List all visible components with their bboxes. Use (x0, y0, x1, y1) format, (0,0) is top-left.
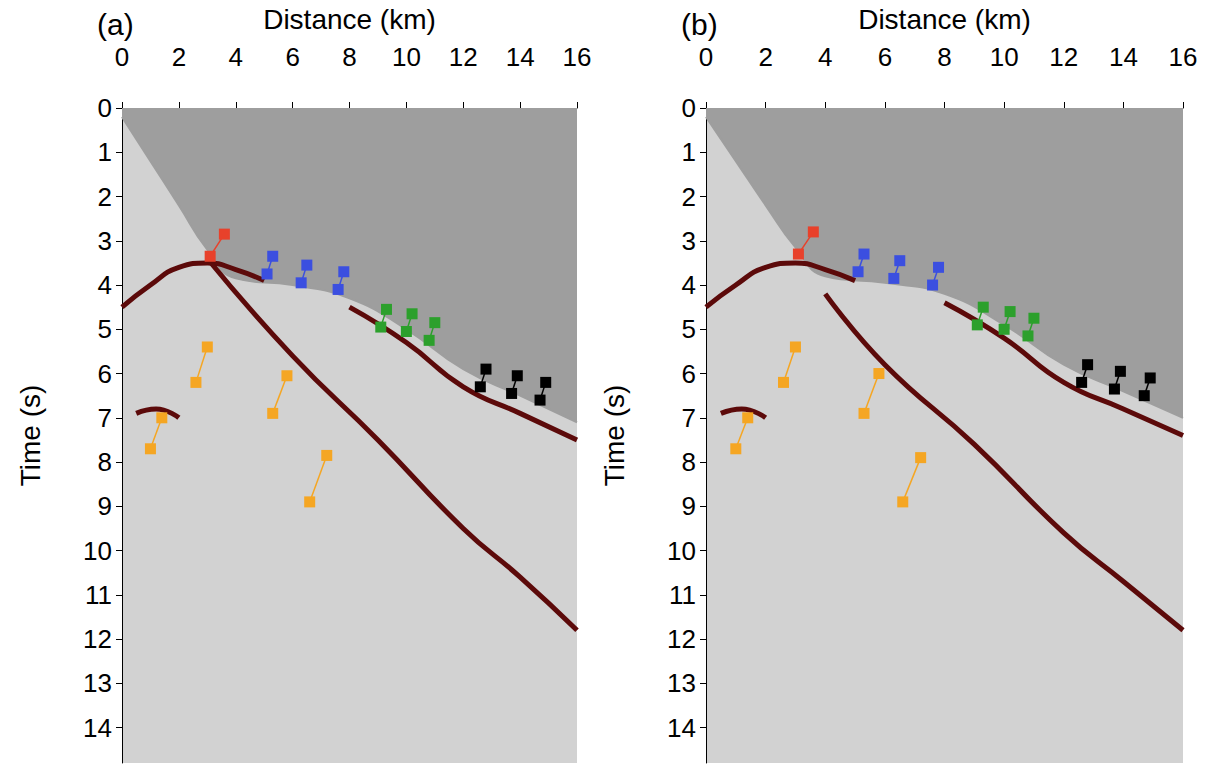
svg-text:2: 2 (682, 182, 696, 212)
svg-text:3: 3 (98, 226, 112, 256)
svg-text:8: 8 (98, 447, 112, 477)
svg-text:8: 8 (682, 447, 696, 477)
svg-text:2: 2 (172, 42, 186, 72)
svg-text:13: 13 (83, 668, 112, 698)
svg-text:3: 3 (682, 226, 696, 256)
svg-text:4: 4 (98, 270, 112, 300)
svg-text:9: 9 (98, 491, 112, 521)
svg-text:12: 12 (449, 42, 478, 72)
svg-text:10: 10 (990, 42, 1019, 72)
svg-text:16: 16 (1169, 42, 1198, 72)
svg-text:Time (s): Time (s) (599, 385, 630, 487)
svg-text:14: 14 (83, 713, 112, 743)
svg-text:10: 10 (83, 536, 112, 566)
svg-text:1: 1 (682, 137, 696, 167)
svg-text:14: 14 (506, 42, 535, 72)
svg-text:13: 13 (667, 668, 696, 698)
svg-text:12: 12 (667, 624, 696, 654)
svg-text:4: 4 (682, 270, 696, 300)
svg-text:6: 6 (682, 359, 696, 389)
svg-text:Distance (km): Distance (km) (858, 4, 1031, 35)
svg-text:12: 12 (83, 624, 112, 654)
svg-text:0: 0 (699, 42, 713, 72)
svg-text:0: 0 (115, 42, 129, 72)
svg-text:1: 1 (98, 137, 112, 167)
svg-text:2: 2 (98, 182, 112, 212)
svg-text:8: 8 (342, 42, 356, 72)
svg-text:16: 16 (563, 42, 592, 72)
svg-text:4: 4 (818, 42, 832, 72)
svg-text:0: 0 (98, 93, 112, 123)
svg-text:14: 14 (1109, 42, 1138, 72)
svg-text:5: 5 (682, 314, 696, 344)
svg-text:6: 6 (878, 42, 892, 72)
svg-text:11: 11 (85, 580, 112, 610)
svg-text:8: 8 (937, 42, 951, 72)
svg-text:10: 10 (667, 536, 696, 566)
svg-text:(b): (b) (681, 8, 718, 41)
svg-text:11: 11 (669, 580, 696, 610)
svg-text:10: 10 (392, 42, 421, 72)
svg-text:0: 0 (682, 93, 696, 123)
svg-text:9: 9 (682, 491, 696, 521)
svg-text:Distance (km): Distance (km) (263, 4, 436, 35)
svg-text:(a): (a) (97, 8, 134, 41)
svg-text:6: 6 (285, 42, 299, 72)
svg-text:2: 2 (758, 42, 772, 72)
svg-text:4: 4 (229, 42, 243, 72)
svg-text:7: 7 (98, 403, 112, 433)
svg-text:7: 7 (682, 403, 696, 433)
svg-text:14: 14 (667, 713, 696, 743)
svg-text:6: 6 (98, 359, 112, 389)
svg-text:Time (s): Time (s) (15, 385, 46, 487)
svg-text:12: 12 (1049, 42, 1078, 72)
svg-text:5: 5 (98, 314, 112, 344)
